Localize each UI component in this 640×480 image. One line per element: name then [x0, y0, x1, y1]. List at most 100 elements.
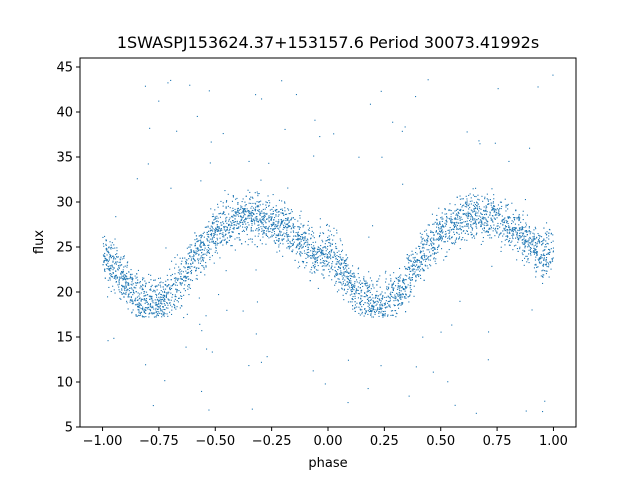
data-point [213, 262, 215, 264]
data-point [261, 228, 263, 230]
data-point [426, 255, 428, 257]
data-point [376, 309, 378, 311]
data-point [292, 244, 294, 246]
data-point [523, 232, 525, 234]
data-point [469, 206, 471, 208]
data-point [157, 306, 159, 308]
data-point [174, 307, 176, 309]
data-point [142, 277, 144, 279]
data-point [280, 221, 282, 223]
data-point [237, 211, 239, 213]
data-point [456, 214, 458, 216]
data-point [513, 227, 515, 229]
data-point [199, 249, 201, 251]
data-point [138, 314, 140, 316]
data-point [414, 271, 416, 273]
data-point [192, 262, 194, 264]
data-point [547, 243, 549, 245]
data-point [238, 239, 240, 241]
data-point [211, 232, 213, 234]
data-point [339, 281, 341, 283]
data-point [318, 249, 320, 251]
data-point [420, 263, 422, 265]
data-point [228, 213, 230, 215]
data-point [181, 282, 183, 284]
data-point [203, 243, 205, 245]
data-point [149, 295, 151, 297]
data-point [400, 304, 402, 306]
data-point [334, 284, 336, 286]
data-point [234, 208, 236, 210]
data-point [180, 273, 182, 275]
data-point [445, 235, 447, 237]
data-point [262, 233, 264, 235]
data-point [316, 257, 318, 259]
data-point [439, 223, 441, 225]
data-point [232, 216, 234, 218]
data-point [214, 218, 216, 220]
data-point [214, 209, 216, 211]
data-point [237, 227, 239, 229]
data-point [162, 306, 164, 308]
data-point [456, 231, 458, 233]
data-point [373, 306, 375, 308]
data-point [128, 290, 130, 292]
data-point [440, 331, 442, 333]
data-point [472, 204, 474, 206]
data-point [443, 241, 445, 243]
data-point [430, 243, 432, 245]
data-point [222, 212, 224, 214]
data-point [349, 301, 351, 303]
data-point [505, 204, 507, 206]
data-point [373, 302, 375, 304]
data-point [338, 266, 340, 268]
data-point [548, 276, 550, 278]
data-point [524, 247, 526, 249]
data-point [346, 291, 348, 293]
data-point [233, 227, 235, 229]
data-point [202, 254, 204, 256]
data-point [430, 255, 432, 257]
data-point [395, 296, 397, 298]
data-point [397, 295, 399, 297]
data-point [541, 236, 543, 238]
data-point [387, 295, 389, 297]
data-point [424, 256, 426, 258]
data-point [509, 217, 511, 219]
data-point [180, 295, 182, 297]
data-point [248, 217, 250, 219]
data-point [231, 245, 233, 247]
data-point [279, 232, 281, 234]
data-point [164, 309, 166, 311]
data-point [354, 286, 356, 288]
data-point [460, 210, 462, 212]
data-point [208, 90, 210, 92]
data-point [403, 282, 405, 284]
data-point [319, 248, 321, 250]
data-point [325, 247, 327, 249]
data-point [136, 303, 138, 305]
data-point [423, 279, 425, 281]
data-point [504, 228, 506, 230]
data-point [474, 218, 476, 220]
data-point [104, 252, 106, 254]
data-point [311, 247, 313, 249]
data-point [140, 286, 142, 288]
data-point [427, 267, 429, 269]
data-point [113, 244, 115, 246]
data-point [217, 229, 219, 231]
data-point [105, 244, 107, 246]
data-point [402, 183, 404, 185]
data-point [395, 277, 397, 279]
data-point [326, 260, 328, 262]
data-point [109, 265, 111, 267]
data-point [390, 291, 392, 293]
data-point [372, 316, 374, 318]
data-point [267, 195, 269, 197]
data-point [319, 232, 321, 234]
data-point [528, 238, 530, 240]
data-point [500, 232, 502, 234]
data-point [441, 248, 443, 250]
data-point [432, 371, 434, 373]
data-point [225, 230, 227, 232]
